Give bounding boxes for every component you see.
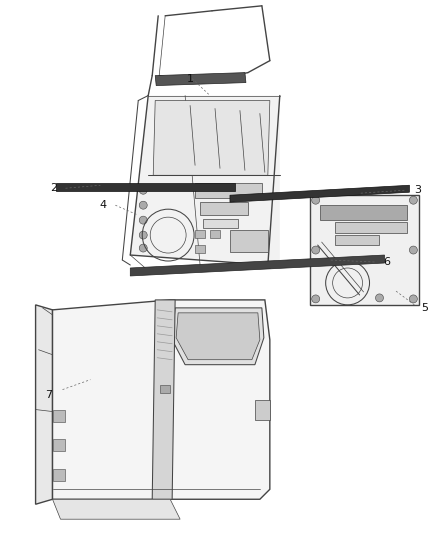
Polygon shape [320,205,407,220]
Polygon shape [195,230,205,238]
Polygon shape [130,95,280,265]
Circle shape [410,196,417,204]
Polygon shape [172,308,264,365]
Polygon shape [160,385,170,393]
Polygon shape [335,222,407,233]
Polygon shape [335,235,379,245]
Polygon shape [130,255,385,276]
Polygon shape [230,185,410,202]
Polygon shape [53,300,270,499]
Circle shape [139,186,147,194]
Circle shape [139,201,147,209]
Text: 7: 7 [45,390,52,400]
Circle shape [139,231,147,239]
Polygon shape [203,219,238,228]
Text: 3: 3 [414,185,421,195]
Circle shape [312,295,320,303]
Circle shape [139,244,147,252]
Polygon shape [153,101,270,175]
Polygon shape [53,499,180,519]
Circle shape [312,246,320,254]
Text: 1: 1 [187,74,194,84]
Polygon shape [310,195,419,305]
Circle shape [139,216,147,224]
Circle shape [312,196,320,204]
Polygon shape [255,400,270,419]
Polygon shape [152,300,175,499]
Circle shape [410,246,417,254]
Polygon shape [155,72,246,86]
Polygon shape [230,230,268,252]
Circle shape [410,295,417,303]
Text: 2: 2 [50,183,57,193]
Polygon shape [53,470,66,481]
Polygon shape [210,230,220,238]
Polygon shape [35,305,53,504]
Polygon shape [195,245,205,253]
Text: 4: 4 [100,200,107,210]
Polygon shape [56,183,235,191]
Polygon shape [200,202,248,215]
Polygon shape [195,183,262,198]
Text: 6: 6 [383,257,390,267]
Polygon shape [53,409,66,422]
Polygon shape [53,439,66,451]
Polygon shape [176,313,260,360]
Circle shape [375,294,384,302]
Text: 5: 5 [421,303,428,313]
